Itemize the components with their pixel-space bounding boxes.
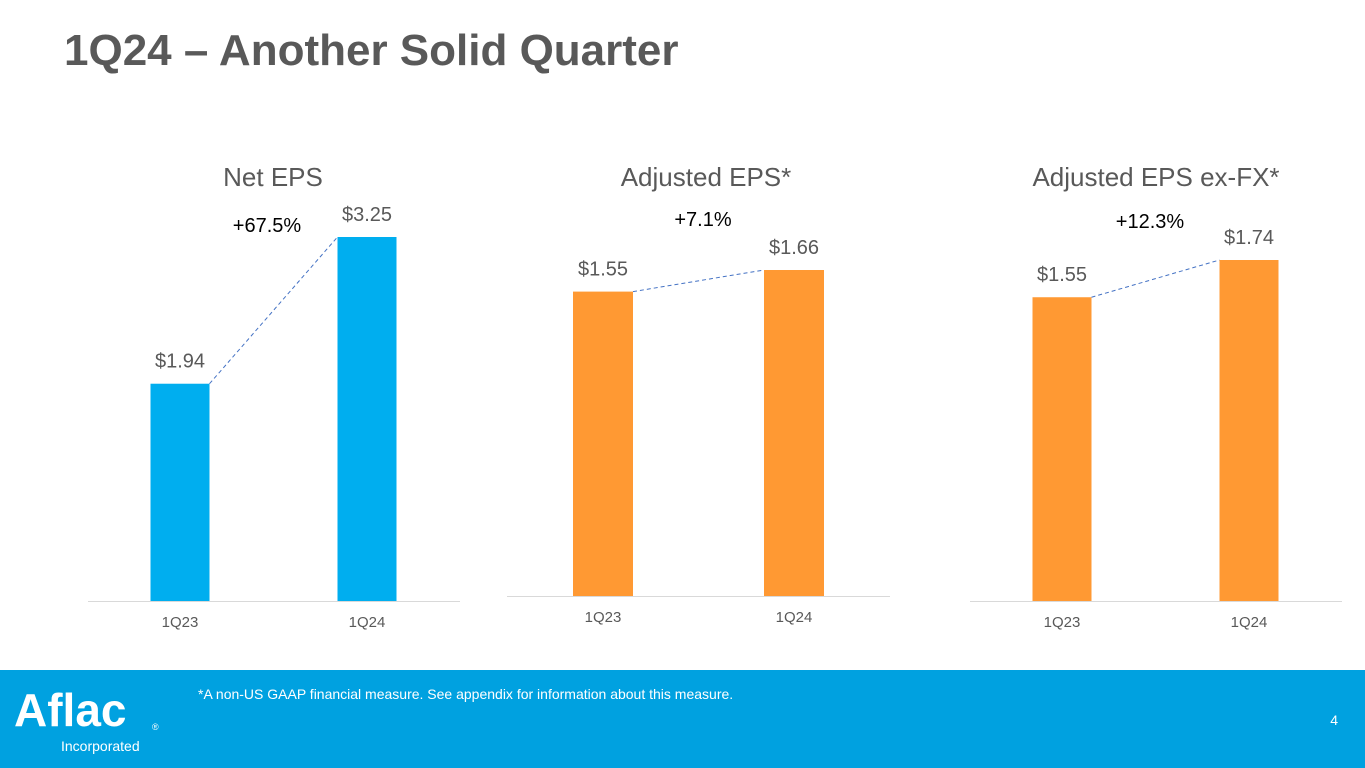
chart2-bar-1q23: [573, 291, 633, 596]
chart2-trend-line: [632, 269, 765, 293]
chart1-data-label-1q24: $3.25: [342, 204, 392, 226]
slide-title: 1Q24 – Another Solid Quarter: [64, 26, 679, 75]
footer-bar: Aflac ® Incorporated *A non-US GAAP fina…: [0, 670, 1365, 768]
page-number: 4: [1330, 712, 1338, 728]
chart1-tick-label-1q23: 1Q23: [162, 614, 199, 631]
chart3-bar-1q24: [1219, 260, 1279, 601]
logo-wordmark: Aflac: [14, 684, 126, 736]
chart2-tick-label-1q23: 1Q23: [585, 609, 622, 626]
chart1-trend-line: [209, 236, 338, 385]
chart1-tick-label-1q24: 1Q24: [349, 614, 386, 631]
chart3-trend-line: [1091, 259, 1220, 298]
chart2-growth-label: +7.1%: [674, 209, 731, 231]
chart2-data-label-1q23: $1.55: [578, 259, 628, 281]
chart1-title: Net EPS: [223, 162, 323, 192]
chart2-title: Adjusted EPS*: [621, 162, 792, 192]
chart2-tick-label-1q24: 1Q24: [776, 609, 813, 626]
chart1-bar-1q24: [337, 237, 397, 601]
logo-subtitle: Incorporated: [61, 738, 140, 754]
chart3-growth-label: +12.3%: [1116, 211, 1185, 233]
chart1-growth-label: +67.5%: [233, 215, 302, 237]
chart3-data-label-1q24: $1.74: [1224, 227, 1274, 249]
chart1-data-label-1q23: $1.94: [155, 351, 205, 373]
chart3-tick-label-1q24: 1Q24: [1231, 614, 1268, 631]
chart3-title: Adjusted EPS ex-FX*: [1032, 162, 1279, 192]
chart2-bar-1q24: [764, 270, 824, 596]
aflac-logo: Aflac ® Incorporated: [14, 684, 159, 754]
chart3-tick-label-1q23: 1Q23: [1044, 614, 1081, 631]
chart3-data-label-1q23: $1.55: [1037, 264, 1087, 286]
eps-charts: Net EPS $1.94 1Q23 $3.25 1Q24 +67.5% Adjusted …: [88, 162, 1342, 631]
chart3-bar-1q23: [1032, 297, 1092, 601]
footnote: *A non-US GAAP financial measure. See ap…: [198, 686, 734, 702]
chart2-data-label-1q24: $1.66: [769, 237, 819, 259]
logo-registered: ®: [152, 722, 159, 732]
chart1-bar-1q23: [150, 383, 210, 601]
